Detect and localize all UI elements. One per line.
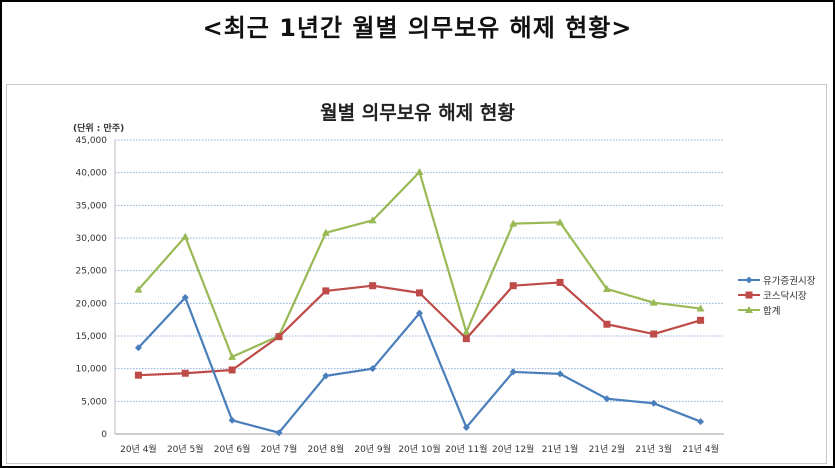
diamond-marker bbox=[462, 423, 470, 431]
triangle-marker bbox=[368, 216, 377, 224]
square-marker bbox=[650, 330, 658, 338]
legend-swatch-icon bbox=[738, 291, 760, 298]
x-tick-label: 20년 9월 bbox=[354, 443, 391, 455]
diamond-marker bbox=[181, 293, 189, 301]
x-tick-label: 21년 1월 bbox=[542, 443, 579, 455]
diamond-marker bbox=[509, 368, 517, 376]
chart-title: 월별 의무보유 해제 현황 bbox=[320, 102, 515, 124]
square-marker bbox=[275, 333, 283, 341]
y-tick-label: 30,000 bbox=[76, 234, 108, 244]
x-tick-label: 20년 10월 bbox=[398, 443, 440, 455]
diamond-marker bbox=[650, 399, 658, 407]
square-marker bbox=[509, 282, 517, 290]
square-marker bbox=[369, 282, 377, 290]
y-tick-label: 35,000 bbox=[76, 201, 108, 211]
x-tick-label: 20년 5월 bbox=[167, 443, 204, 455]
page-title: <최근 1년간 월별 의무보유 해제 현황> bbox=[202, 14, 633, 42]
x-tick-label: 20년 4월 bbox=[120, 443, 157, 455]
square-marker bbox=[462, 335, 470, 343]
diamond-marker bbox=[275, 429, 283, 437]
diamond-marker bbox=[228, 416, 236, 424]
x-tick-label: 20년 8월 bbox=[308, 443, 345, 455]
triangle-marker bbox=[321, 228, 330, 236]
x-tick-label: 21년 2월 bbox=[589, 443, 626, 455]
diamond-marker bbox=[556, 370, 564, 378]
triangle-marker bbox=[134, 285, 143, 293]
x-tick-label: 20년 11월 bbox=[445, 443, 487, 455]
y-tick-label: 0 bbox=[101, 430, 107, 440]
unit-label: (단위 : 만주) bbox=[73, 124, 125, 134]
triangle-marker bbox=[415, 168, 424, 176]
diamond-marker bbox=[322, 372, 330, 380]
y-tick-label: 40,000 bbox=[76, 169, 108, 179]
triangle-marker bbox=[649, 298, 658, 306]
square-marker bbox=[697, 316, 705, 324]
legend-item: 합계 bbox=[738, 302, 815, 317]
legend-label: 코스닥시장 bbox=[763, 290, 807, 302]
square-marker bbox=[228, 366, 236, 374]
x-tick-label: 21년 4월 bbox=[682, 443, 719, 455]
x-tick-label: 20년 7월 bbox=[261, 443, 298, 455]
triangle-marker bbox=[556, 218, 565, 226]
series-line bbox=[137, 296, 701, 434]
x-tick-label: 20년 12월 bbox=[492, 443, 534, 455]
square-marker bbox=[181, 369, 189, 377]
legend-swatch-icon bbox=[738, 276, 760, 283]
triangle-marker bbox=[462, 328, 471, 336]
triangle-marker bbox=[181, 232, 190, 240]
diamond-marker bbox=[603, 395, 611, 403]
square-marker bbox=[416, 289, 423, 297]
series-line bbox=[137, 170, 701, 359]
x-tick-label: 20년 6월 bbox=[214, 443, 251, 455]
legend-label: 유가증권시장 bbox=[763, 275, 816, 287]
triangle-marker bbox=[696, 304, 705, 312]
square-marker bbox=[603, 320, 611, 328]
square-marker bbox=[322, 287, 330, 295]
triangle-marker bbox=[509, 219, 518, 227]
legend-item: 코스닥시장 bbox=[738, 287, 815, 302]
y-tick-label: 45,000 bbox=[76, 136, 108, 146]
y-tick-label: 20,000 bbox=[76, 299, 108, 309]
square-marker bbox=[556, 278, 564, 286]
x-tick-label: 21년 3월 bbox=[635, 443, 672, 455]
y-tick-label: 25,000 bbox=[76, 267, 108, 277]
legend-swatch-icon bbox=[738, 305, 760, 313]
square-marker bbox=[134, 371, 142, 379]
legend-item: 유가증권시장 bbox=[738, 272, 815, 287]
y-tick-label: 15,000 bbox=[76, 332, 108, 342]
triangle-marker bbox=[602, 284, 611, 292]
legend-label: 합계 bbox=[763, 305, 781, 317]
diamond-marker bbox=[416, 309, 423, 317]
diamond-marker bbox=[369, 365, 377, 373]
diamond-marker bbox=[697, 418, 705, 426]
y-tick-label: 5,000 bbox=[81, 397, 107, 407]
diamond-marker bbox=[134, 344, 142, 352]
y-tick-label: 10,000 bbox=[76, 365, 108, 375]
chart-container bbox=[6, 84, 827, 464]
triangle-marker bbox=[228, 352, 237, 360]
